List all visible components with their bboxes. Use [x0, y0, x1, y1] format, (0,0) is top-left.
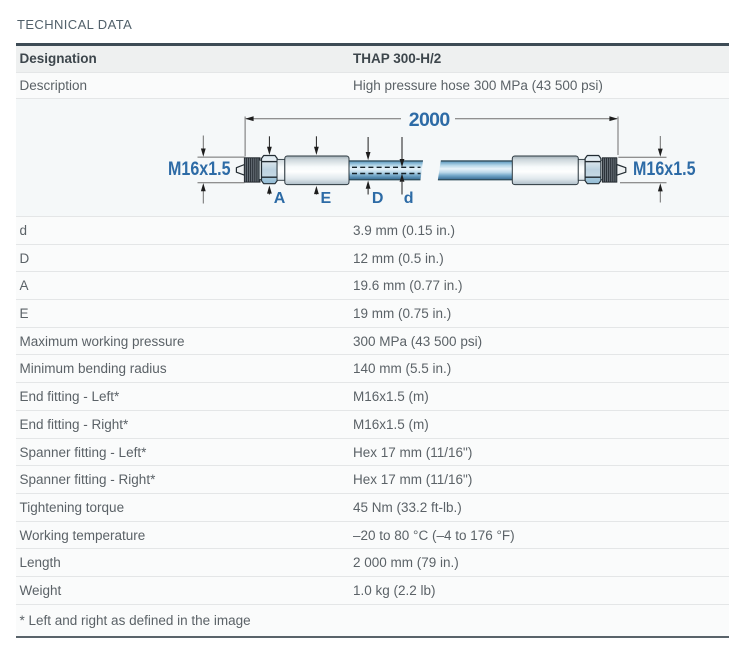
svg-text:D: D — [372, 190, 384, 207]
svg-text:d: d — [404, 190, 414, 207]
svg-text:M16x1.5: M16x1.5 — [633, 159, 696, 180]
svg-text:A: A — [274, 190, 286, 207]
svg-text:M16x1.5: M16x1.5 — [168, 159, 231, 180]
svg-text:2000: 2000 — [409, 109, 451, 131]
svg-text:E: E — [320, 190, 331, 207]
